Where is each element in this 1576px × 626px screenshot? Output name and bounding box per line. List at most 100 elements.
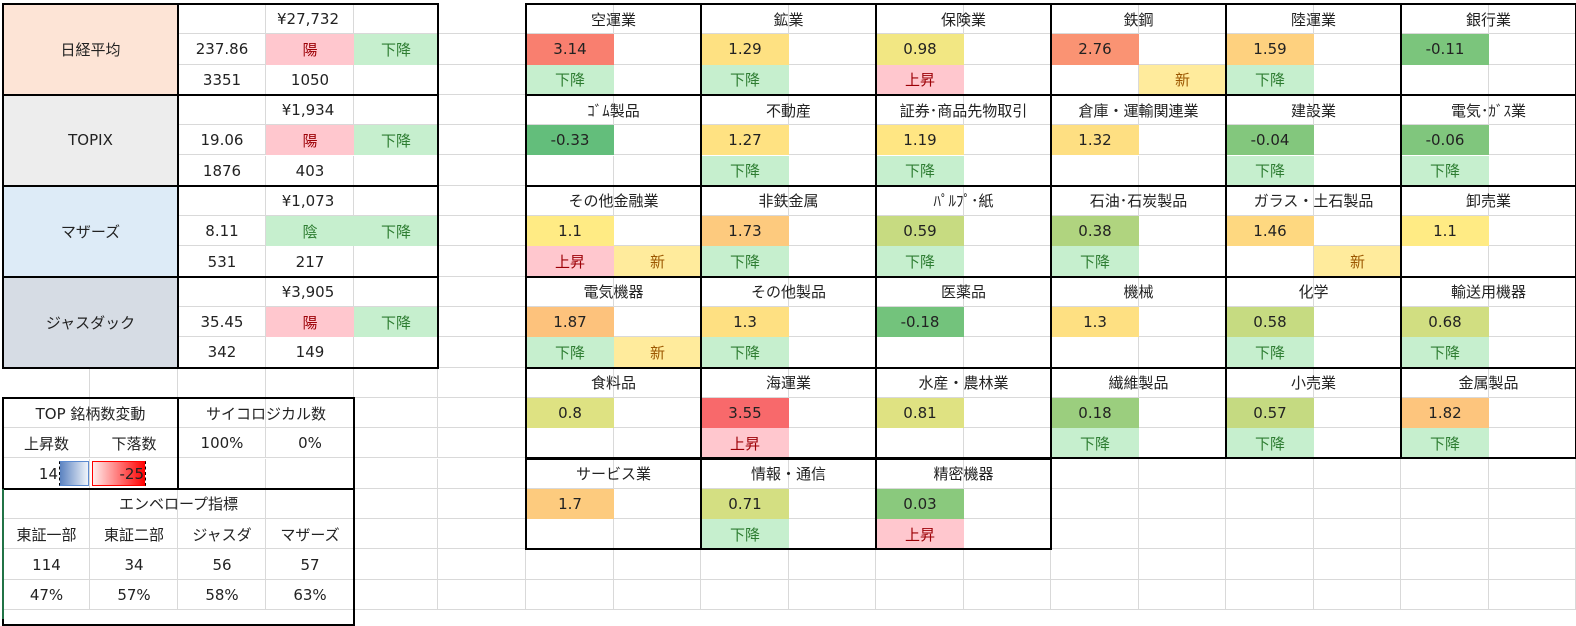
index-count-1[interactable]: 531 bbox=[207, 252, 237, 271]
up-count-value[interactable]: 14 bbox=[38, 464, 58, 483]
grid-cell[interactable] bbox=[1051, 185, 1139, 217]
sector-value[interactable]: -0.04 bbox=[1226, 125, 1314, 156]
grid-cell[interactable] bbox=[1489, 155, 1576, 186]
grid-cell[interactable] bbox=[1139, 549, 1226, 580]
sector-status[interactable]: 下降 bbox=[876, 155, 964, 186]
grid-cell[interactable] bbox=[614, 155, 701, 186]
index-count-2[interactable]: 217 bbox=[295, 252, 325, 271]
grid-cell[interactable] bbox=[1051, 276, 1139, 307]
sector-value[interactable]: 1.87 bbox=[526, 307, 614, 338]
grid-cell[interactable] bbox=[3, 367, 90, 398]
envelope-count[interactable]: 114 bbox=[32, 555, 61, 574]
grid-cell[interactable] bbox=[1314, 428, 1401, 459]
sector-value[interactable]: 1.73 bbox=[701, 216, 789, 247]
sector-name[interactable]: 化学 bbox=[1298, 283, 1329, 302]
grid-cell[interactable] bbox=[964, 397, 1051, 429]
envelope-percent[interactable]: 57% bbox=[117, 585, 151, 604]
sector-name[interactable]: 卸売業 bbox=[1465, 192, 1511, 211]
sector-name[interactable]: 輸送用機器 bbox=[1450, 283, 1526, 302]
grid-cell[interactable] bbox=[701, 579, 789, 610]
sector-status[interactable]: 下降 bbox=[1051, 246, 1139, 277]
grid-cell[interactable] bbox=[438, 549, 526, 580]
index-trend[interactable]: 下降 bbox=[354, 125, 438, 156]
grid-cell[interactable] bbox=[354, 458, 438, 489]
grid-cell[interactable] bbox=[438, 34, 526, 65]
grid-cell[interactable] bbox=[1489, 64, 1576, 95]
sector-name[interactable]: 空運業 bbox=[590, 10, 636, 29]
grid-cell[interactable] bbox=[526, 185, 614, 217]
grid-cell[interactable] bbox=[1226, 488, 1314, 520]
sector-value[interactable]: 1.19 bbox=[876, 125, 964, 156]
sector-status[interactable]: 下降 bbox=[1401, 337, 1489, 368]
grid-cell[interactable] bbox=[438, 337, 526, 368]
grid-cell[interactable] bbox=[789, 488, 876, 520]
index-trend[interactable]: 下降 bbox=[354, 216, 438, 247]
sector-name[interactable]: 電気機器 bbox=[583, 283, 644, 302]
envelope-percent[interactable]: 63% bbox=[293, 585, 327, 604]
grid-cell[interactable] bbox=[876, 94, 964, 126]
sector-name[interactable]: 医薬品 bbox=[940, 283, 986, 302]
grid-cell[interactable] bbox=[1489, 246, 1576, 277]
grid-cell[interactable] bbox=[614, 428, 701, 459]
grid-cell[interactable] bbox=[526, 4, 614, 35]
grid-cell[interactable] bbox=[354, 549, 438, 580]
index-price[interactable]: ¥1,934 bbox=[281, 101, 335, 120]
grid-cell[interactable] bbox=[614, 397, 701, 429]
grid-cell[interactable] bbox=[789, 216, 876, 247]
grid-cell[interactable] bbox=[178, 4, 266, 35]
grid-cell[interactable] bbox=[178, 34, 266, 65]
grid-cell[interactable] bbox=[964, 428, 1051, 459]
envelope-header[interactable]: マザーズ bbox=[280, 525, 340, 544]
grid-cell[interactable] bbox=[1401, 579, 1489, 610]
grid-cell[interactable] bbox=[701, 549, 789, 580]
sector-value[interactable]: 1.29 bbox=[701, 34, 789, 65]
sector-value[interactable]: -0.18 bbox=[876, 307, 964, 338]
grid-cell[interactable] bbox=[178, 428, 266, 459]
sector-value[interactable]: -0.11 bbox=[1401, 34, 1489, 65]
grid-cell[interactable] bbox=[614, 64, 701, 95]
grid-cell[interactable] bbox=[1139, 397, 1226, 429]
grid-cell[interactable] bbox=[438, 519, 526, 550]
grid-cell[interactable] bbox=[526, 458, 614, 489]
sector-name[interactable]: ﾊﾟﾙﾌﾟ･紙 bbox=[933, 192, 994, 211]
grid-cell[interactable] bbox=[90, 549, 178, 580]
grid-cell[interactable] bbox=[438, 428, 526, 459]
grid-cell[interactable] bbox=[789, 397, 876, 429]
grid-cell[interactable] bbox=[1226, 94, 1314, 126]
grid-cell[interactable] bbox=[354, 367, 438, 398]
envelope-count[interactable]: 56 bbox=[212, 555, 232, 574]
grid-cell[interactable] bbox=[438, 276, 526, 307]
grid-cell[interactable] bbox=[789, 307, 876, 338]
grid-cell[interactable] bbox=[1401, 519, 1489, 550]
grid-cell[interactable] bbox=[964, 337, 1051, 368]
sector-name[interactable]: 食料品 bbox=[590, 374, 636, 393]
grid-cell[interactable] bbox=[1314, 307, 1401, 338]
grid-cell[interactable] bbox=[1139, 519, 1226, 550]
grid-cell[interactable] bbox=[266, 4, 354, 35]
grid-cell[interactable] bbox=[354, 579, 438, 610]
down-count-label[interactable]: 下落数 bbox=[111, 434, 157, 453]
grid-cell[interactable] bbox=[1226, 458, 1314, 489]
grid-cell[interactable] bbox=[1489, 307, 1576, 338]
grid-cell[interactable] bbox=[614, 34, 701, 65]
sector-status[interactable]: 下降 bbox=[876, 246, 964, 277]
sector-value[interactable]: 0.03 bbox=[876, 488, 964, 520]
grid-cell[interactable] bbox=[438, 579, 526, 610]
grid-cell[interactable] bbox=[3, 488, 90, 520]
sector-name[interactable]: 倉庫・運輸関連業 bbox=[1078, 101, 1199, 120]
index-candle[interactable]: 陽 bbox=[266, 307, 354, 338]
grid-cell[interactable] bbox=[1226, 276, 1314, 307]
grid-cell[interactable] bbox=[1314, 458, 1401, 489]
index-count-2[interactable]: 149 bbox=[295, 343, 325, 362]
grid-cell[interactable] bbox=[876, 367, 964, 398]
grid-cell[interactable] bbox=[876, 549, 964, 580]
psychological-value-1[interactable]: 100% bbox=[200, 434, 244, 453]
grid-cell[interactable] bbox=[614, 549, 701, 580]
grid-cell[interactable] bbox=[614, 216, 701, 247]
sector-status[interactable]: 下降 bbox=[701, 519, 789, 550]
grid-cell[interactable] bbox=[1489, 579, 1576, 610]
grid-cell[interactable] bbox=[876, 337, 964, 368]
sector-name[interactable]: 精密機器 bbox=[933, 465, 994, 484]
grid-cell[interactable] bbox=[964, 579, 1051, 610]
grid-cell[interactable] bbox=[1051, 94, 1139, 126]
